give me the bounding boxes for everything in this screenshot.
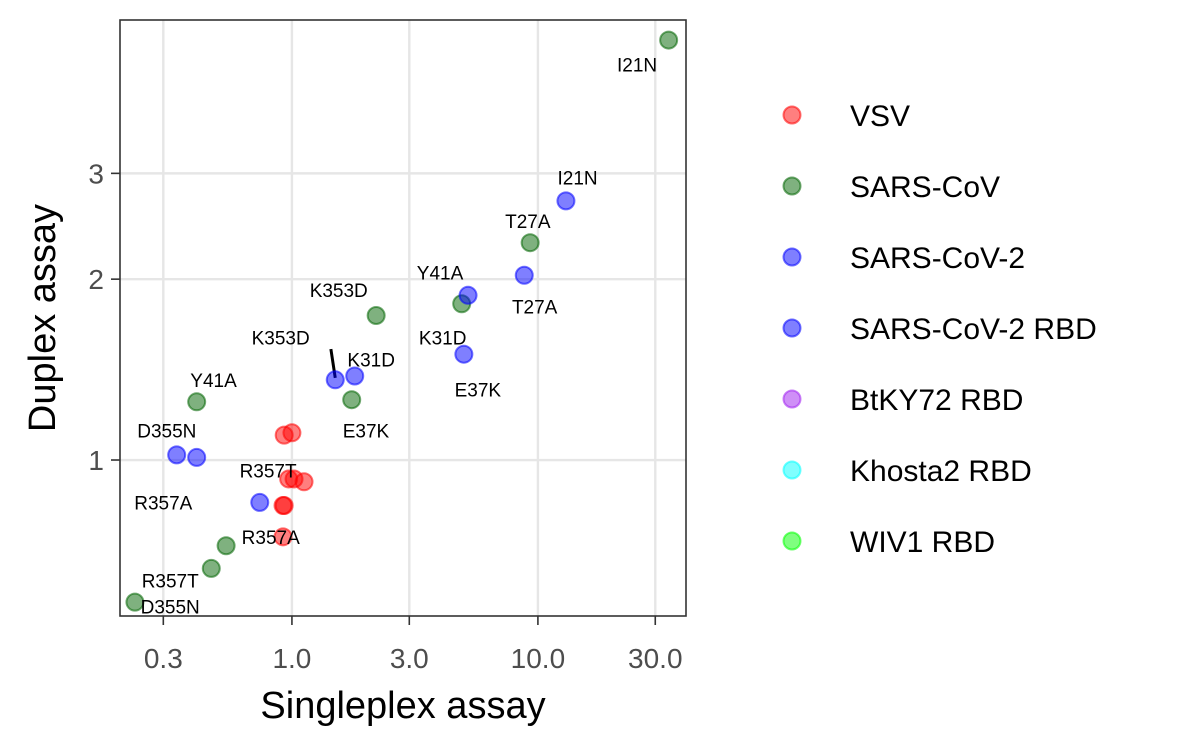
x-tick-label: 1.0 (272, 643, 311, 674)
point-sars-cov (520, 233, 540, 253)
legend-label: VSV (850, 100, 910, 133)
y-axis-title: Duplex assay (22, 204, 64, 432)
point-sars-cov-2 (454, 344, 474, 364)
legend-label: Khosta2 RBD (850, 455, 1032, 488)
point-annotation: D355N (141, 598, 200, 619)
point-sars-cov (201, 558, 221, 578)
legend-key (782, 176, 802, 196)
point-vsv (294, 472, 314, 492)
point-annotation: Y41A (417, 264, 464, 285)
x-tick-label: 10.0 (511, 643, 566, 674)
legend-key (782, 460, 802, 480)
plot-background (120, 20, 686, 616)
point-sars-cov (125, 592, 145, 612)
point-sars-cov-2 (514, 265, 534, 285)
point-annotation: D355N (137, 421, 196, 442)
point-sars-cov (659, 30, 679, 50)
point-annotation: R357T (142, 572, 199, 593)
point-vsv (273, 496, 293, 516)
legend-key (782, 389, 802, 409)
legend-key (782, 318, 802, 338)
point-annotation: R357T (240, 462, 297, 483)
point-annotation: K353D (310, 281, 368, 302)
point-sars-cov (342, 390, 362, 410)
legend-label: SARS-CoV-2 (850, 242, 1025, 275)
legend-key (782, 247, 802, 267)
data-points (125, 30, 679, 612)
point-sars-cov-2 (187, 447, 207, 467)
point-annotation: T27A (512, 298, 558, 319)
legend-label: WIV1 RBD (850, 526, 995, 559)
point-sars-cov-2 (556, 191, 576, 211)
y-tick-label: 3 (88, 158, 104, 189)
legend-key (782, 531, 802, 551)
point-vsv (273, 527, 293, 547)
x-tick-label: 3.0 (390, 643, 429, 674)
point-annotation: Y41A (190, 371, 237, 392)
x-tick-label: 0.3 (144, 643, 183, 674)
axes: 0.3 1.0 3.0 10.0 30.0 1 2 3 (88, 158, 682, 674)
point-annotation: R357A (134, 493, 192, 514)
x-tick-label: 30.0 (628, 643, 683, 674)
point-sars-cov-2 (167, 445, 187, 465)
legend-key (782, 105, 802, 125)
x-axis-title: Singleplex assay (260, 685, 545, 727)
plot-border (119, 19, 687, 617)
y-tick-label: 1 (88, 445, 104, 476)
point-annotation: K31D (347, 350, 395, 371)
point-annotation: E37K (455, 381, 502, 402)
point-vsv (282, 423, 302, 443)
point-annotation: T27A (505, 212, 551, 233)
point-annotation: E37K (343, 421, 390, 442)
point-sars-cov (366, 305, 386, 325)
legend-label: SARS-CoV (850, 171, 1000, 204)
legend-label: BtKY72 RBD (850, 384, 1023, 417)
y-tick-label: 2 (88, 264, 104, 295)
point-sars-cov-2 (458, 285, 478, 305)
grid-lines (120, 20, 686, 616)
point-sars-cov (187, 392, 207, 412)
legend-label: SARS-CoV-2 RBD (850, 313, 1097, 346)
point-annotation: K31D (419, 328, 467, 349)
point-sars-cov-2 (325, 370, 345, 390)
point-annotation: R357A (242, 528, 300, 549)
point-sars-cov-2 (250, 492, 270, 512)
point-annotation: K353D (252, 328, 310, 349)
point-labels: I21N I21N T27A T27A Y41A K353D K31D K353D K31D E3… (134, 56, 657, 619)
point-sars-cov (216, 536, 236, 556)
point-annotation: I21N (617, 56, 657, 77)
point-sars-cov-2 (345, 366, 365, 386)
point-annotation: I21N (558, 169, 598, 190)
legend: VSV SARS-CoV SARS-CoV-2 SARS-CoV-2 RBD BtKY7… (782, 100, 1097, 559)
